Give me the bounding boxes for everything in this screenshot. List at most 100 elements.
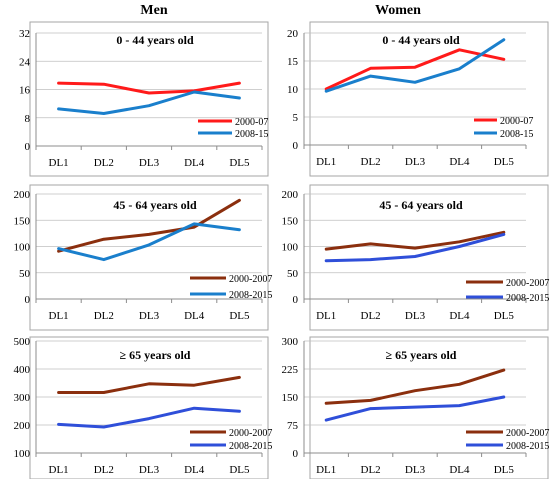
data-point — [102, 83, 106, 86]
x-tick-label: DL1 — [316, 156, 336, 168]
x-tick-label: DL4 — [449, 156, 470, 168]
y-tick-label: 100 — [282, 242, 299, 254]
x-tick-label: DL1 — [49, 464, 69, 476]
chart-women-65: 0 75 150 225 300 DL1 DL2 DL3 DL4 DL5 2000-2007 2008… — [282, 336, 549, 479]
x-tick-label: DL2 — [94, 464, 114, 476]
chart-frame — [309, 336, 549, 479]
data-point — [57, 81, 60, 85]
chart-title: 45 - 64 years old — [113, 198, 197, 212]
chart-frame — [29, 336, 269, 479]
y-tick-label: 0 — [293, 294, 299, 306]
data-point — [102, 258, 106, 261]
chart-men-45-64: 0 50 100 150 200 DL1 DL2 DL3 DL4 DL5 2000-2007 2008… — [14, 184, 272, 331]
data-point — [369, 74, 372, 78]
legend-label: 2008-2015 — [506, 441, 549, 452]
data-point — [238, 228, 241, 231]
series-line-2008-2015 — [57, 222, 241, 262]
data-point — [238, 81, 241, 85]
data-point — [193, 225, 196, 229]
legend-label: 2008-15 — [235, 129, 268, 140]
chart-frame — [309, 21, 549, 177]
x-tick-label: DL2 — [361, 156, 381, 168]
data-point — [238, 410, 241, 413]
x-tick-label: DL3 — [139, 464, 160, 476]
data-point — [147, 233, 151, 236]
data-point — [102, 425, 106, 429]
legend-label: 2000-2007 — [506, 278, 549, 289]
x-tick-label: DL4 — [184, 464, 205, 476]
data-point — [193, 90, 196, 94]
data-point — [502, 38, 505, 41]
y-tick-label: 32 — [19, 28, 30, 40]
chart-men-65: 100 200 300 400 500 DL1 DL2 DL3 DL4 DL5 2000-2007 2… — [14, 336, 272, 479]
chart-title: 0 - 44 years old — [116, 33, 194, 47]
column-title-men: Men — [140, 3, 167, 18]
data-point — [458, 383, 461, 386]
y-tick-label: 100 — [14, 448, 31, 460]
x-tick-label: DL2 — [94, 157, 114, 169]
data-point — [502, 233, 505, 236]
data-point — [57, 250, 60, 253]
y-tick-label: 400 — [14, 364, 31, 376]
data-point — [502, 58, 505, 61]
data-point — [502, 395, 505, 399]
x-tick-label: DL4 — [184, 157, 205, 169]
y-tick-label: 100 — [14, 242, 31, 254]
x-tick-label: DL1 — [316, 464, 336, 476]
x-tick-label: DL4 — [449, 464, 470, 476]
y-tick-label: 50 — [287, 268, 299, 280]
x-tick-label: DL4 — [449, 310, 470, 322]
legend-label: 2000-07 — [500, 116, 533, 127]
y-tick-label: 75 — [287, 420, 299, 432]
data-point — [502, 231, 505, 234]
data-point — [147, 243, 151, 247]
data-point — [102, 391, 106, 394]
data-point — [147, 104, 151, 107]
legend-label: 2008-2015 — [229, 290, 272, 301]
chart-title: ≥ 65 years old — [386, 348, 457, 362]
x-tick-label: DL3 — [139, 310, 160, 322]
data-point — [193, 222, 196, 226]
x-tick-label: DL2 — [94, 310, 114, 322]
data-point — [238, 376, 241, 379]
data-point — [57, 423, 60, 426]
x-tick-label: DL1 — [49, 310, 69, 322]
data-point — [325, 259, 328, 262]
data-point — [325, 247, 328, 251]
chart-women-45-64: 0 50 100 150 200 DL1 DL2 DL3 DL4 DL5 2000-2007 2008… — [282, 184, 549, 331]
x-tick-label: DL5 — [229, 310, 250, 322]
data-point — [458, 245, 461, 248]
x-tick-label: DL5 — [494, 156, 515, 168]
data-point — [369, 399, 372, 402]
y-tick-label: 225 — [282, 364, 299, 376]
data-point — [102, 112, 106, 115]
x-tick-label: DL1 — [316, 310, 336, 322]
y-tick-label: 8 — [25, 113, 31, 125]
x-tick-label: DL4 — [184, 310, 205, 322]
data-point — [369, 242, 372, 246]
series-line-2000-07 — [57, 81, 241, 95]
data-point — [325, 418, 328, 422]
data-point — [413, 246, 417, 250]
data-point — [193, 384, 196, 387]
data-point — [147, 382, 151, 386]
x-tick-label: DL3 — [405, 156, 426, 168]
x-tick-label: DL5 — [229, 157, 250, 169]
data-point — [238, 199, 241, 202]
data-point — [147, 91, 151, 95]
legend-label: 2008-15 — [500, 129, 533, 140]
y-tick-label: 50 — [19, 268, 31, 280]
chart-frame — [29, 184, 269, 331]
y-tick-label: 200 — [14, 189, 31, 201]
data-point — [458, 240, 461, 243]
data-point — [413, 65, 417, 69]
y-tick-label: 200 — [14, 420, 31, 432]
y-tick-label: 20 — [287, 28, 299, 40]
x-tick-label: DL2 — [361, 464, 381, 476]
x-tick-label: DL1 — [49, 157, 69, 169]
column-title-women: Women — [375, 3, 421, 18]
x-tick-label: DL3 — [405, 310, 426, 322]
y-tick-label: 150 — [282, 392, 299, 404]
